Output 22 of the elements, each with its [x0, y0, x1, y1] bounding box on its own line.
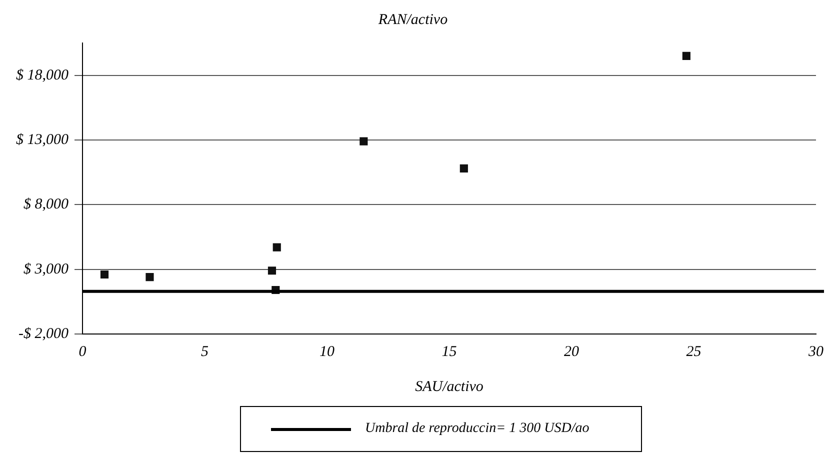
- point: [272, 243, 281, 252]
- y-tick-label: $ 3,000: [24, 261, 69, 278]
- x-axis-title: SAU/activo: [415, 378, 484, 395]
- point: [268, 266, 276, 275]
- x-tick-label: 0: [78, 344, 87, 360]
- point: [146, 273, 154, 282]
- x-tick-label: 10: [320, 344, 335, 360]
- x-tick-label: 5: [201, 344, 209, 360]
- x-tick-label: 25: [686, 344, 702, 360]
- point: [682, 52, 690, 60]
- chart-title: RAN/activo: [377, 12, 448, 28]
- x-tick-label: 20: [564, 344, 580, 360]
- y-tick-label: -$ 2,000: [18, 326, 69, 342]
- point: [460, 164, 468, 172]
- point: [100, 270, 109, 279]
- y-tick-label: $ 13,000: [16, 132, 69, 148]
- y-tick-label: $ 8,000: [24, 196, 69, 213]
- ref-line-label: Umbral de reproduccin= 1 300 USD/ao: [365, 421, 590, 437]
- x-tick-label: 30: [808, 344, 824, 360]
- x-tick-label: 15: [442, 344, 458, 360]
- y-tick-label: $ 18,000: [16, 67, 69, 84]
- point: [360, 137, 368, 146]
